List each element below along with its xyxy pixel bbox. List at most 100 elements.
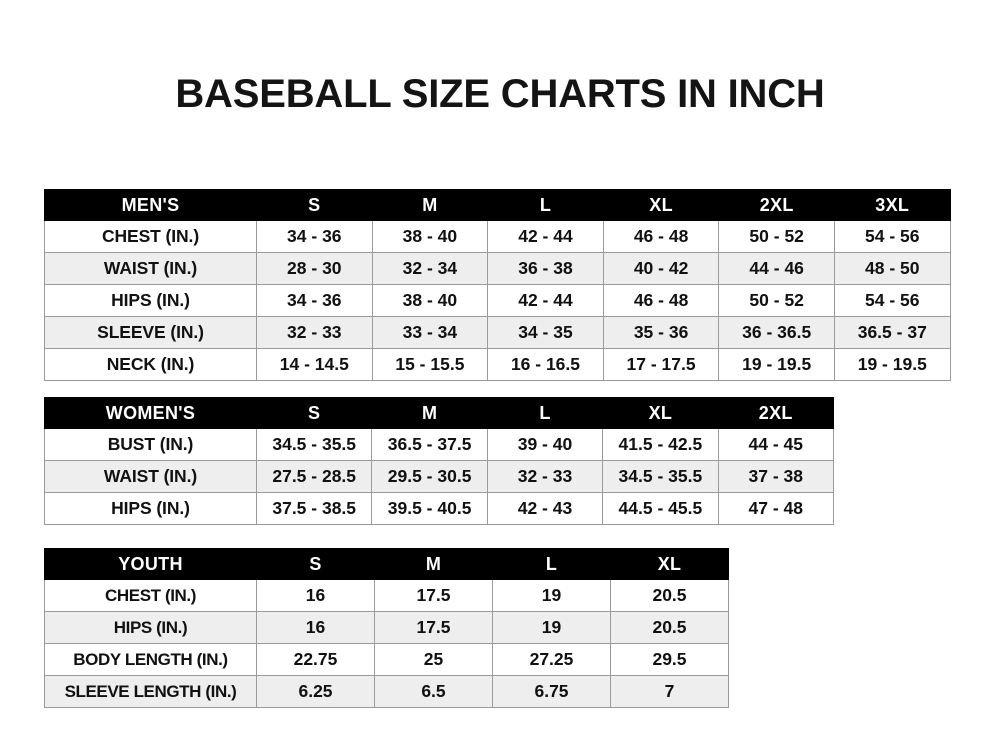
womens-measurement-value: 42 - 43	[486, 492, 604, 525]
table-row: WAIST (IN.) 27.5 - 28.5 29.5 - 30.5 32 - 33…	[44, 460, 834, 493]
table-row: CHEST (IN.) 34 - 36 38 - 40 42 - 44 46 - 48 5…	[44, 220, 951, 253]
youth-measurement-label: SLEEVE LENGTH (IN.)	[44, 675, 257, 708]
mens-measurement-value: 15 - 15.5	[371, 348, 489, 381]
mens-measurement-value: 34 - 36	[256, 220, 373, 253]
mens-measurement-value: 32 - 34	[371, 252, 489, 285]
womens-measurement-label: HIPS (IN.)	[44, 492, 257, 525]
womens-measurement-value: 39 - 40	[486, 428, 604, 461]
womens-measurement-value: 36.5 - 37.5	[371, 428, 488, 461]
mens-size-table: MEN'S S M L XL 2XL 3XL CHEST (IN.) 34 - 36 38 - 4…	[44, 189, 951, 381]
table-row: NECK (IN.) 14 - 14.5 15 - 15.5 16 - 16.5 17 …	[44, 348, 951, 381]
womens-measurement-value: 34.5 - 35.5	[602, 460, 719, 493]
mens-measurement-value: 34 - 36	[256, 284, 373, 317]
womens-category-header: WOMEN'S	[44, 397, 257, 429]
table-row: CHEST (IN.) 16 17.5 19 20.5	[44, 579, 729, 612]
womens-size-header-xl: XL	[602, 397, 719, 429]
womens-header-row: WOMEN'S S M L XL 2XL	[44, 397, 834, 429]
mens-measurement-value: 17 - 17.5	[602, 348, 720, 381]
mens-category-header: MEN'S	[44, 189, 257, 221]
mens-measurement-value: 46 - 48	[602, 220, 720, 253]
youth-measurement-value: 20.5	[610, 579, 729, 612]
table-row: HIPS (IN.) 16 17.5 19 20.5	[44, 611, 729, 644]
mens-measurement-label: HIPS (IN.)	[44, 284, 257, 317]
mens-measurement-label: WAIST (IN.)	[44, 252, 257, 285]
womens-size-table: WOMEN'S S M L XL 2XL BUST (IN.) 34.5 - 35.5 36.5…	[44, 397, 834, 525]
mens-measurement-value: 36.5 - 37	[833, 316, 951, 349]
youth-measurement-value: 27.25	[492, 643, 611, 676]
mens-measurement-value: 38 - 40	[371, 220, 489, 253]
womens-measurement-label: BUST (IN.)	[44, 428, 257, 461]
table-row: WAIST (IN.) 28 - 30 32 - 34 36 - 38 40 - 42 4…	[44, 252, 951, 285]
youth-measurement-label: HIPS (IN.)	[44, 611, 257, 644]
womens-size-header-s: S	[255, 397, 373, 429]
womens-size-header-m: M	[371, 397, 488, 429]
youth-measurement-value: 7	[610, 675, 729, 708]
youth-size-header-m: M	[374, 548, 493, 580]
mens-measurement-value: 50 - 52	[718, 220, 835, 253]
womens-measurement-value: 44.5 - 45.5	[602, 492, 719, 525]
mens-measurement-value: 19 - 19.5	[833, 348, 951, 381]
womens-measurement-value: 47 - 48	[717, 492, 834, 525]
womens-measurement-label: WAIST (IN.)	[44, 460, 257, 493]
mens-measurement-value: 42 - 44	[487, 284, 604, 317]
mens-measurement-label: SLEEVE (IN.)	[44, 316, 257, 349]
table-row: SLEEVE (IN.) 32 - 33 33 - 34 34 - 35 35 - 36…	[44, 316, 951, 349]
youth-size-header-xl: XL	[610, 548, 729, 580]
womens-measurement-value: 27.5 - 28.5	[255, 460, 373, 493]
mens-measurement-value: 36 - 38	[487, 252, 604, 285]
mens-measurement-label: CHEST (IN.)	[44, 220, 257, 253]
womens-measurement-value: 29.5 - 30.5	[371, 460, 488, 493]
womens-size-header-l: L	[486, 397, 604, 429]
youth-measurement-value: 20.5	[610, 611, 729, 644]
mens-measurement-value: 28 - 30	[256, 252, 373, 285]
youth-measurement-value: 6.5	[374, 675, 493, 708]
youth-measurement-value: 16	[256, 611, 375, 644]
table-row: SLEEVE LENGTH (IN.) 6.25 6.5 6.75 7	[44, 675, 729, 708]
table-row: BODY LENGTH (IN.) 22.75 25 27.25 29.5	[44, 643, 729, 676]
womens-measurement-value: 39.5 - 40.5	[371, 492, 488, 525]
mens-size-header-l: L	[487, 189, 604, 221]
mens-size-header-3xl: 3XL	[833, 189, 951, 221]
youth-measurement-value: 17.5	[374, 611, 493, 644]
mens-measurement-value: 35 - 36	[602, 316, 720, 349]
table-row: BUST (IN.) 34.5 - 35.5 36.5 - 37.5 39 - 40 4…	[44, 428, 834, 461]
mens-measurement-value: 14 - 14.5	[256, 348, 373, 381]
mens-measurement-value: 44 - 46	[718, 252, 835, 285]
mens-measurement-value: 34 - 35	[487, 316, 604, 349]
mens-size-header-xl: XL	[602, 189, 720, 221]
womens-measurement-value: 34.5 - 35.5	[255, 428, 373, 461]
womens-size-header-2xl: 2XL	[717, 397, 834, 429]
mens-measurement-value: 54 - 56	[833, 220, 951, 253]
table-row: HIPS (IN.) 34 - 36 38 - 40 42 - 44 46 - 48 50…	[44, 284, 951, 317]
youth-size-header-l: L	[492, 548, 611, 580]
youth-measurement-value: 19	[492, 611, 611, 644]
youth-measurement-value: 6.25	[256, 675, 375, 708]
mens-size-header-s: S	[256, 189, 373, 221]
mens-size-header-2xl: 2XL	[718, 189, 835, 221]
mens-measurement-value: 46 - 48	[602, 284, 720, 317]
youth-measurement-value: 16	[256, 579, 375, 612]
youth-category-header: YOUTH	[44, 548, 257, 580]
mens-measurement-value: 48 - 50	[833, 252, 951, 285]
mens-measurement-value: 36 - 36.5	[718, 316, 835, 349]
youth-measurement-value: 19	[492, 579, 611, 612]
youth-measurement-value: 25	[374, 643, 493, 676]
table-row: HIPS (IN.) 37.5 - 38.5 39.5 - 40.5 42 - 43 4…	[44, 492, 834, 525]
youth-measurement-value: 29.5	[610, 643, 729, 676]
mens-measurement-label: NECK (IN.)	[44, 348, 257, 381]
youth-measurement-value: 6.75	[492, 675, 611, 708]
womens-measurement-value: 32 - 33	[486, 460, 604, 493]
womens-measurement-value: 37.5 - 38.5	[255, 492, 373, 525]
youth-measurement-label: CHEST (IN.)	[44, 579, 257, 612]
youth-measurement-label: BODY LENGTH (IN.)	[44, 643, 257, 676]
womens-measurement-value: 41.5 - 42.5	[602, 428, 719, 461]
mens-measurement-value: 16 - 16.5	[487, 348, 604, 381]
mens-measurement-value: 54 - 56	[833, 284, 951, 317]
mens-measurement-value: 38 - 40	[371, 284, 489, 317]
page-title: BASEBALL SIZE CHARTS IN INCH	[175, 72, 825, 116]
youth-header-row: YOUTH S M L XL	[44, 548, 729, 580]
mens-measurement-value: 42 - 44	[487, 220, 604, 253]
mens-measurement-value: 33 - 34	[371, 316, 489, 349]
womens-measurement-value: 44 - 45	[717, 428, 834, 461]
mens-header-row: MEN'S S M L XL 2XL 3XL	[44, 189, 951, 221]
